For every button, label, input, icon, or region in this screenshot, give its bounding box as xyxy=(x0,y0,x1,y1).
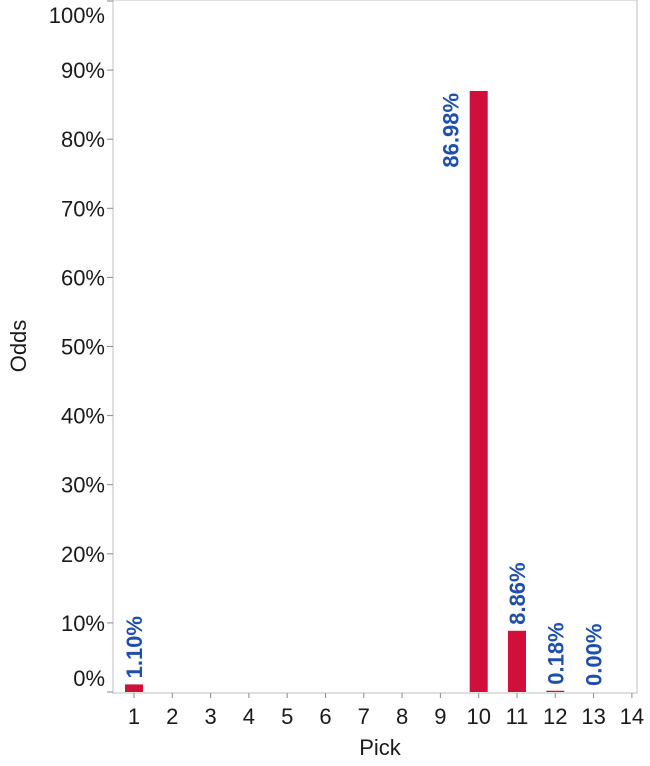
bar-pick-10 xyxy=(469,90,488,692)
x-tick-label: 5 xyxy=(281,704,293,729)
x-tick-label: 10 xyxy=(466,704,490,729)
x-tick-label: 14 xyxy=(620,704,644,729)
data-label-pick-1: 1.10% xyxy=(122,616,147,678)
y-tick-label: 60% xyxy=(61,265,105,290)
bars-group xyxy=(125,90,565,692)
x-tick-label: 12 xyxy=(543,704,567,729)
x-tick-label: 4 xyxy=(243,704,255,729)
x-axis: 1 2 3 4 5 6 7 8 9 10 11 12 13 14 xyxy=(128,693,644,729)
x-tick-label: 8 xyxy=(396,704,408,729)
y-tick-label: 80% xyxy=(61,127,105,152)
data-label-pick-10: 86.98% xyxy=(439,93,464,168)
x-tick-label: 3 xyxy=(204,704,216,729)
y-tick-label: 10% xyxy=(61,611,105,636)
x-tick-label: 1 xyxy=(128,704,140,729)
data-label-pick-12: 0.18% xyxy=(543,622,568,684)
data-labels-group: 1.10% 86.98% 8.86% 0.18% 0.00% xyxy=(122,93,607,686)
plot-frame xyxy=(112,0,638,694)
y-tick-label: 30% xyxy=(61,473,105,498)
y-tick-label: 100% xyxy=(49,3,105,28)
data-label-pick-11: 8.86% xyxy=(505,562,530,624)
y-tick-label: 40% xyxy=(61,404,105,429)
bar-pick-12 xyxy=(546,690,565,692)
x-tick-label: 9 xyxy=(434,704,446,729)
bar-pick-1 xyxy=(125,684,143,692)
y-axis-title: Odds xyxy=(6,320,31,373)
plot-border xyxy=(112,0,638,694)
y-tick-label: 90% xyxy=(61,58,105,83)
y-tick-label: 50% xyxy=(61,335,105,360)
bar-pick-11 xyxy=(508,630,526,692)
x-tick-label: 7 xyxy=(358,704,370,729)
y-tick-label: 0% xyxy=(73,666,105,691)
y-tick-label: 20% xyxy=(61,542,105,567)
x-tick-label: 13 xyxy=(581,704,605,729)
x-tick-label: 6 xyxy=(319,704,331,729)
x-tick-label: 11 xyxy=(506,704,529,729)
y-axis: 0% 10% 20% 30% 40% 50% 60% 70% 80% 90% 100% xyxy=(49,0,113,693)
x-axis-title: Pick xyxy=(359,735,402,760)
x-tick-label: 2 xyxy=(166,704,178,729)
y-tick-label: 70% xyxy=(61,196,105,221)
data-label-pick-13: 0.00% xyxy=(582,624,607,686)
